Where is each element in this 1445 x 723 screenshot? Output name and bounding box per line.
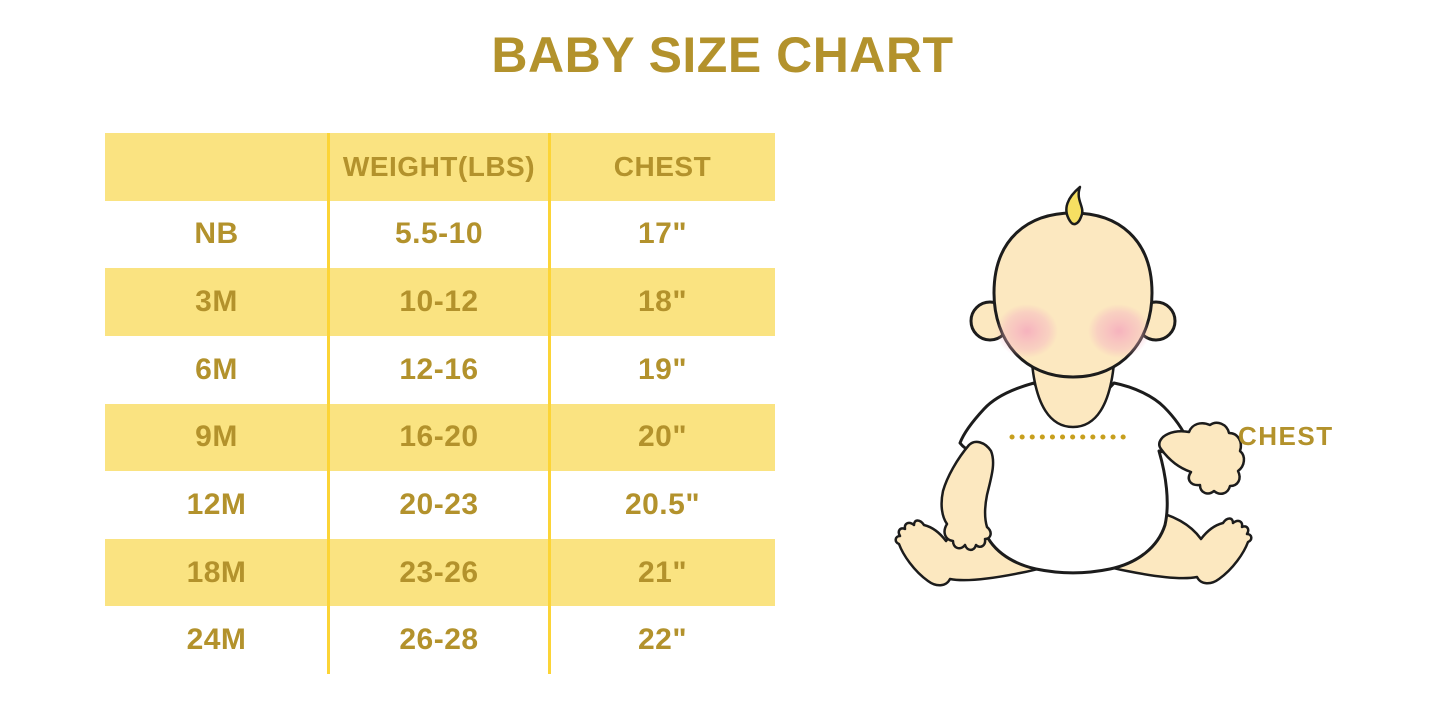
- chest-label: CHEST: [1238, 421, 1334, 451]
- baby-hair-tuft: [1065, 185, 1084, 226]
- table-column-divider: [548, 133, 551, 674]
- table-row: 3M 10-12 18": [105, 268, 775, 336]
- weight-cell: 23-26: [399, 555, 479, 589]
- header-weight: WEIGHT(LBS): [342, 150, 536, 182]
- weight-cell: 5.5-10: [394, 217, 484, 251]
- table-header-row: WEIGHT(LBS) CHEST: [105, 133, 775, 201]
- size-cell: 9M: [195, 420, 238, 454]
- weight-cell: 10-12: [399, 285, 479, 319]
- baby-right-arm-fist: [1158, 421, 1246, 495]
- baby-right-blush: [1088, 304, 1150, 358]
- weight-cell: 16-20: [399, 420, 479, 454]
- chest-cell: 20": [637, 420, 688, 454]
- chest-cell: 22": [637, 623, 688, 657]
- size-cell: 24M: [186, 623, 247, 657]
- baby-left-arm: [940, 440, 995, 552]
- chest-cell: 20.5": [624, 487, 701, 521]
- table-row: NB 5.5-10 17": [105, 201, 775, 269]
- size-cell: 3M: [195, 285, 238, 319]
- page-title: BABY SIZE CHART: [491, 27, 954, 83]
- table-row: 12M 20-23 20.5": [105, 471, 775, 539]
- header-chest: CHEST: [613, 150, 712, 182]
- table-row: 9M 16-20 20": [105, 403, 775, 472]
- table-row: 6M 12-16 19": [105, 336, 775, 404]
- chest-cell: 21": [637, 555, 688, 589]
- size-cell: 6M: [195, 352, 238, 386]
- weight-cell: 26-28: [399, 623, 479, 657]
- table-row: 18M 23-26 21": [105, 538, 775, 607]
- table-row: 24M 26-28 22": [105, 606, 775, 674]
- baby-illustration: [894, 185, 1253, 587]
- baby-left-blush: [996, 304, 1058, 358]
- size-cell: 12M: [186, 487, 247, 521]
- baby-size-table: WEIGHT(LBS) CHEST NB 5.5-10 17" 3M 10-12…: [105, 133, 775, 674]
- chest-cell: 19": [637, 352, 688, 386]
- chest-cell: 17": [637, 217, 688, 251]
- size-cell: NB: [194, 217, 239, 251]
- chest-cell: 18": [637, 285, 688, 319]
- weight-cell: 20-23: [399, 487, 479, 521]
- size-cell: 18M: [186, 555, 247, 589]
- table-column-divider: [327, 133, 330, 674]
- weight-cell: 12-16: [399, 352, 479, 386]
- baby-onesie: [958, 381, 1190, 575]
